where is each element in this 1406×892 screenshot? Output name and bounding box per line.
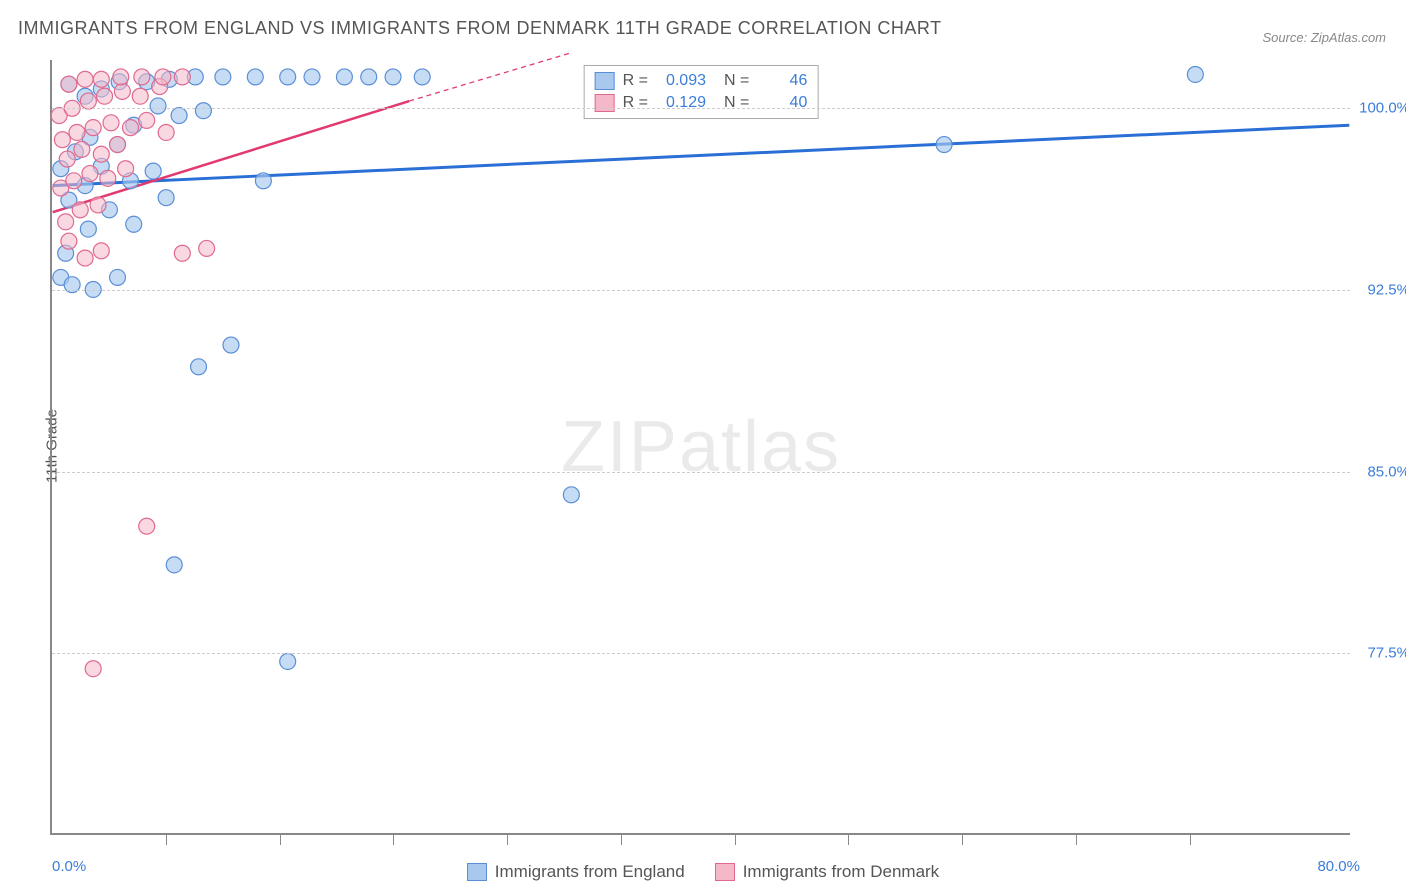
stats-row: R = 0.093 N = 46 [595, 70, 808, 92]
data-point [100, 170, 116, 186]
stats-legend-box: R = 0.093 N = 46 R =0.129N =40 [584, 65, 819, 119]
stat-n-label: N = [724, 72, 749, 90]
data-point [80, 221, 96, 237]
data-point [122, 120, 138, 136]
x-tick [848, 833, 849, 845]
gridline-h [52, 653, 1350, 654]
trendline [53, 125, 1350, 185]
data-point [72, 202, 88, 218]
data-point [155, 69, 171, 85]
x-tick [621, 833, 622, 845]
data-point [61, 233, 77, 249]
data-point [139, 112, 155, 128]
data-point [90, 197, 106, 213]
data-point [936, 137, 952, 153]
legend-item: Immigrants from England [467, 862, 685, 882]
data-point [114, 83, 130, 99]
data-point [223, 337, 239, 353]
gridline-h [52, 290, 1350, 291]
data-point [280, 654, 296, 670]
data-point [69, 124, 85, 140]
data-point [93, 243, 109, 259]
gridline-h [52, 108, 1350, 109]
source-attribution: Source: ZipAtlas.com [1262, 30, 1386, 45]
data-point [82, 166, 98, 182]
y-tick-label: 100.0% [1355, 100, 1406, 117]
data-point [255, 173, 271, 189]
x-tick [280, 833, 281, 845]
x-tick [962, 833, 963, 845]
stat-r-label: R = [623, 72, 648, 90]
data-point [145, 163, 161, 179]
legend-label: Immigrants from England [495, 862, 685, 882]
data-point [199, 240, 215, 256]
data-point [80, 93, 96, 109]
data-point [150, 98, 166, 114]
x-tick [1076, 833, 1077, 845]
legend-item: Immigrants from Denmark [715, 862, 939, 882]
data-point [215, 69, 231, 85]
data-point [563, 487, 579, 503]
data-point [59, 151, 75, 167]
chart-title: IMMIGRANTS FROM ENGLAND VS IMMIGRANTS FR… [18, 18, 942, 39]
data-point [77, 250, 93, 266]
data-point [158, 190, 174, 206]
data-point [171, 108, 187, 124]
data-point [166, 557, 182, 573]
data-point [385, 69, 401, 85]
data-point [97, 88, 113, 104]
data-point [195, 103, 211, 119]
data-point [361, 69, 377, 85]
stat-r-value: 0.093 [656, 72, 706, 90]
x-tick [166, 833, 167, 845]
data-point [134, 69, 150, 85]
legend-swatch [595, 72, 615, 90]
data-point [158, 124, 174, 140]
data-point [74, 141, 90, 157]
data-point [85, 120, 101, 136]
data-point [77, 71, 93, 87]
data-point [126, 216, 142, 232]
legend-label: Immigrants from Denmark [743, 862, 939, 882]
gridline-h [52, 472, 1350, 473]
data-point [103, 115, 119, 131]
y-tick-label: 77.5% [1355, 645, 1406, 662]
data-point [414, 69, 430, 85]
data-point [61, 76, 77, 92]
legend-swatch [467, 863, 487, 881]
plot-area: ZIPatlas R =0.093N =46R =0.129N =40 0.0%… [50, 60, 1350, 835]
data-point [336, 69, 352, 85]
data-point [247, 69, 263, 85]
y-tick-label: 85.0% [1355, 463, 1406, 480]
bottom-legend: Immigrants from England Immigrants from D… [0, 862, 1406, 882]
data-point [118, 161, 134, 177]
x-tick [735, 833, 736, 845]
data-point [93, 71, 109, 87]
data-point [58, 214, 74, 230]
x-tick [507, 833, 508, 845]
data-point [139, 518, 155, 534]
stats-row: R =0.129N =40 [595, 92, 808, 114]
data-point [191, 359, 207, 375]
data-point [66, 173, 82, 189]
chart-svg [52, 60, 1350, 833]
data-point [304, 69, 320, 85]
y-tick-label: 92.5% [1355, 282, 1406, 299]
data-point [280, 69, 296, 85]
data-point [1187, 67, 1203, 83]
stat-n-value: 46 [757, 72, 807, 90]
data-point [93, 146, 109, 162]
data-point [132, 88, 148, 104]
data-point [174, 69, 190, 85]
x-tick [393, 833, 394, 845]
x-tick [1190, 833, 1191, 845]
data-point [54, 132, 70, 148]
legend-swatch [715, 863, 735, 881]
data-point [113, 69, 129, 85]
data-point [110, 137, 126, 153]
data-point [174, 245, 190, 261]
data-point [85, 661, 101, 677]
trendline-dashed [409, 53, 571, 101]
data-point [110, 269, 126, 285]
